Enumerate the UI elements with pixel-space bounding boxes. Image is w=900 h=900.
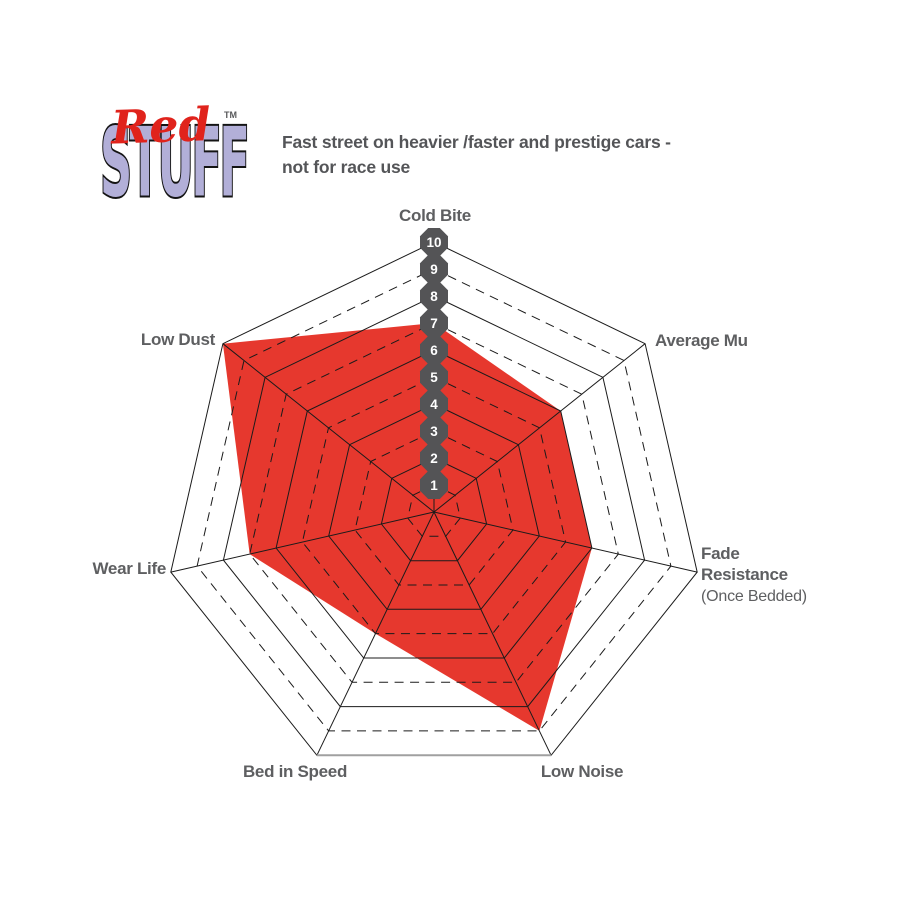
- grid-ring: [275, 349, 593, 659]
- scale-badge: [420, 363, 448, 391]
- axis-spoke: [433, 343, 646, 513]
- grid-ring: [407, 484, 461, 537]
- axis-spoke: [316, 511, 435, 756]
- axis-label-low-dust: Low Dust: [141, 330, 216, 349]
- axis-label-average-mu: Average Mu: [655, 331, 748, 350]
- axis-label-bed-in-speed: Bed in Speed: [243, 762, 347, 781]
- grid-ring: [301, 376, 567, 635]
- logo-stuff-text: STUFF: [100, 107, 247, 216]
- scale-badge: [420, 255, 448, 283]
- scale-tick-label: 10: [426, 235, 441, 250]
- axis-label-fade-sub: (Once Bedded): [701, 588, 807, 605]
- scale-badge: [420, 309, 448, 337]
- axis-spoke: [170, 511, 435, 573]
- grid-ring: [354, 430, 514, 586]
- scale-tick-label: 4: [430, 397, 438, 412]
- scale-tick-label: 7: [430, 316, 438, 331]
- logo-red-text: Red: [108, 97, 211, 155]
- scale-tick-label: 8: [430, 289, 438, 304]
- axis-spoke: [222, 343, 435, 513]
- scale-badge: [420, 390, 448, 418]
- axis-label-wear-life: Wear Life: [92, 559, 166, 578]
- scale-tick-label: 5: [430, 370, 438, 385]
- scale-badge: [420, 228, 448, 256]
- axis-label-fade-line2: Resistance: [701, 565, 788, 584]
- grid-ring: [222, 295, 646, 708]
- scale-tick-label: 9: [430, 262, 438, 277]
- axis-spoke: [433, 511, 698, 573]
- scale-tick-label: 2: [430, 451, 438, 466]
- scale-badge: [420, 336, 448, 364]
- scale-tick-label: 3: [430, 424, 438, 439]
- axis-spoke: [433, 511, 552, 756]
- axis-scale-badges: 1 2 3 4 5 6 7 8 9 10: [420, 228, 448, 499]
- scale-badge: [420, 282, 448, 310]
- redstuff-logo: STUFF Red TM: [99, 97, 252, 216]
- axis-label-fade-line1: Fade: [701, 544, 739, 563]
- grid-ring: [380, 457, 488, 562]
- axis-label-cold-bite: Cold Bite: [399, 206, 471, 225]
- scale-tick-label: 6: [430, 343, 438, 358]
- chart-description: Fast street on heavier /faster and prest…: [282, 132, 671, 177]
- axis-label-low-noise: Low Noise: [541, 762, 623, 781]
- radar-series-polygon: [222, 323, 592, 731]
- scale-tick-label: 1: [430, 478, 438, 493]
- scale-badge: [420, 444, 448, 472]
- grid-ring: [249, 322, 619, 683]
- trademark-symbol: TM: [224, 110, 237, 120]
- grid-ring: [328, 403, 540, 610]
- grid-ring: [196, 268, 672, 732]
- scale-badge: [420, 417, 448, 445]
- scale-badge: [420, 471, 448, 499]
